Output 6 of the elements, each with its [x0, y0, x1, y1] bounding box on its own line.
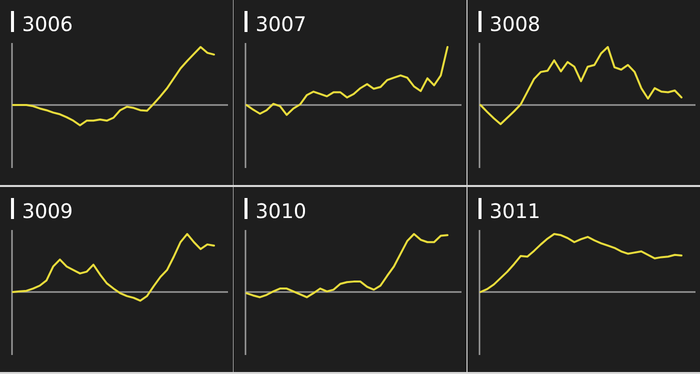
chart-title: 3009: [22, 199, 73, 223]
chart-title: 3011: [490, 199, 540, 223]
chart-title: 3007: [256, 12, 306, 36]
chart-title: 3008: [490, 12, 540, 36]
chart-title: 3010: [256, 199, 306, 223]
chart-title: 3006: [22, 12, 73, 36]
